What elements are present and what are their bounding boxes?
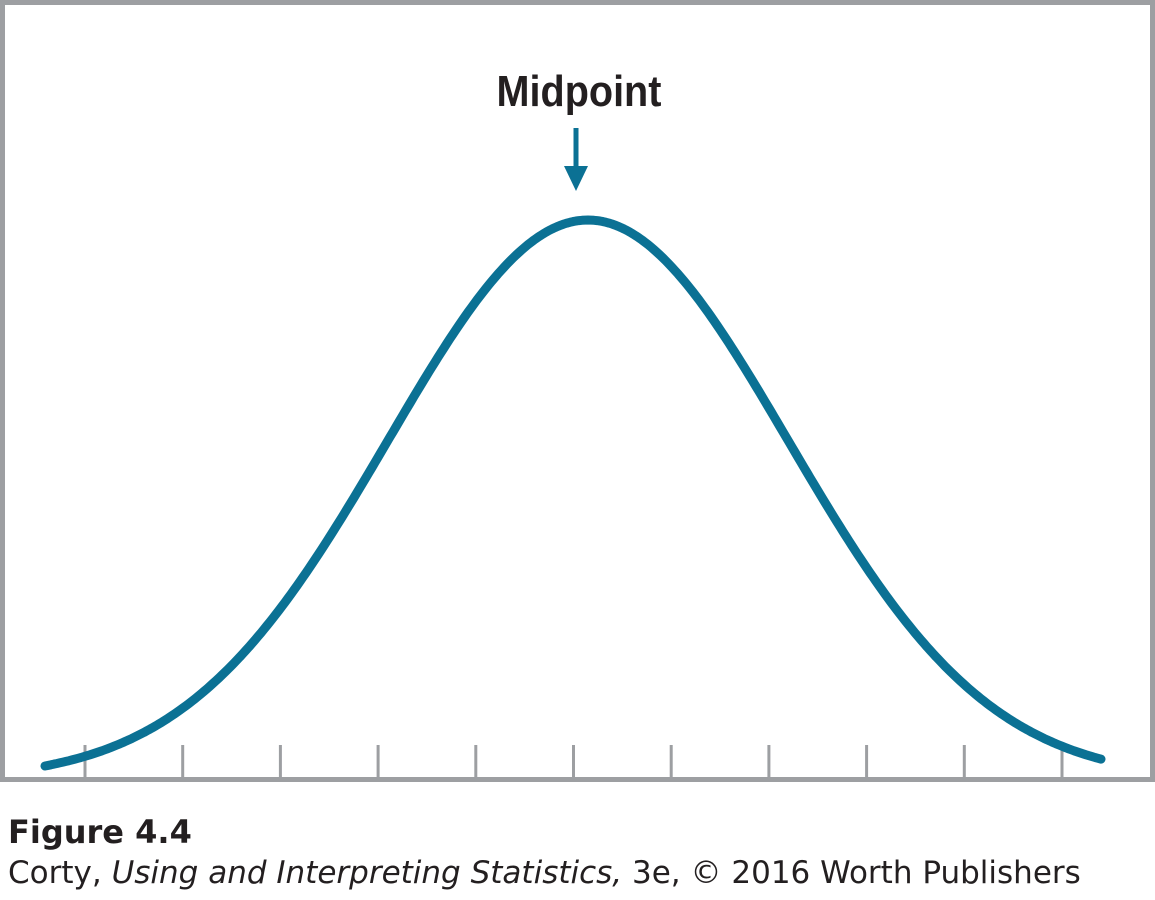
midpoint-annotation: Midpoint — [497, 66, 662, 115]
figure-caption: Figure 4.4 Corty, Using and Interpreting… — [8, 812, 1148, 894]
source-credit: Corty, Using and Interpreting Statistics… — [8, 852, 1148, 894]
figure-number: Figure 4.4 — [8, 813, 192, 851]
credit-author: Corty, — [8, 855, 112, 891]
credit-book-title: Using and Interpreting Statistics, — [111, 855, 623, 891]
normal-curve-line — [40, 215, 1106, 771]
plot-frame — [0, 0, 1155, 782]
figure-panel: Midpoint — [0, 0, 1155, 782]
credit-edition-publisher: 3e, © 2016 Worth Publishers — [622, 855, 1081, 891]
midpoint-arrow-icon — [564, 128, 588, 191]
